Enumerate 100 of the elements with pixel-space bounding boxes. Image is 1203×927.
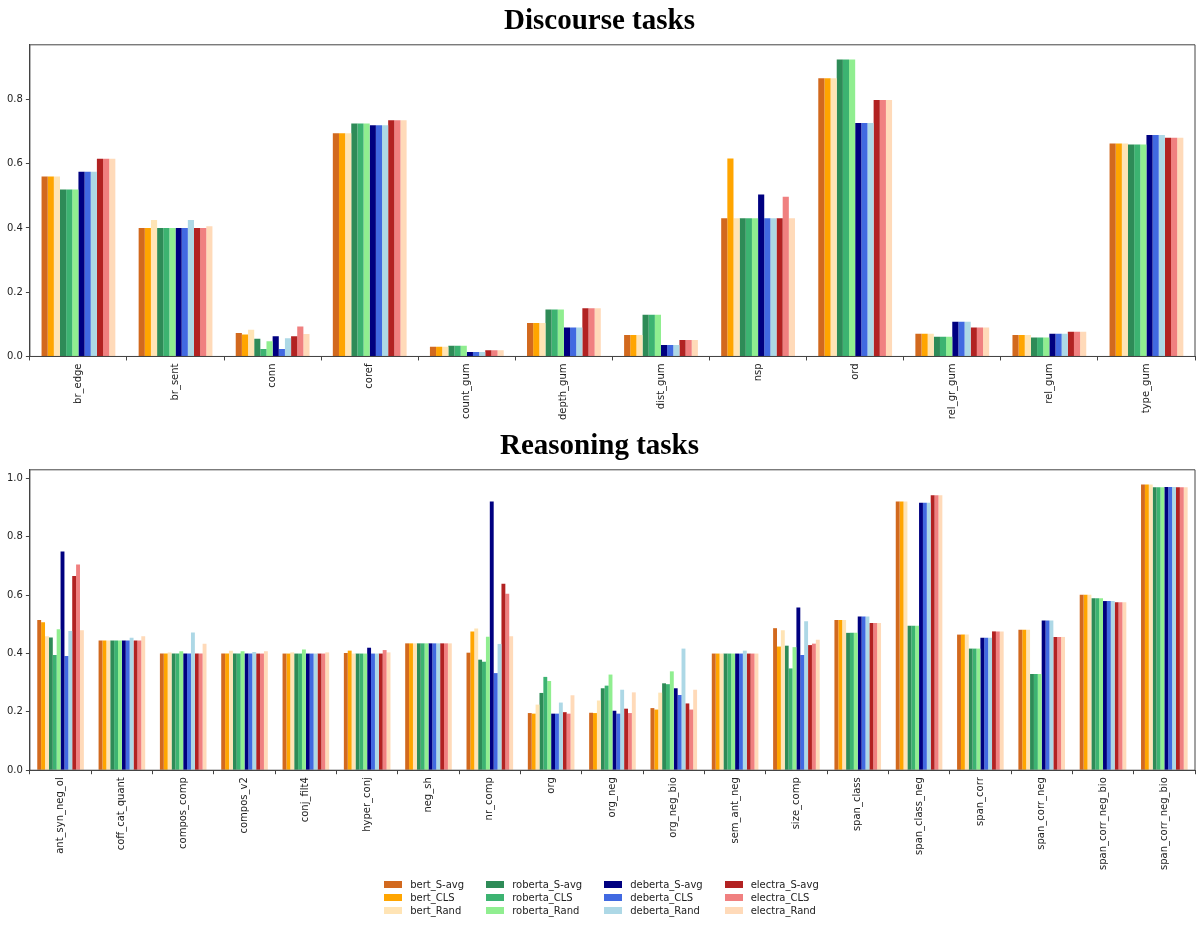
bar — [558, 702, 563, 770]
bar — [102, 640, 107, 770]
bar — [68, 631, 73, 770]
bar — [745, 218, 752, 356]
bar — [236, 653, 241, 770]
bar — [796, 607, 801, 770]
bar — [240, 651, 245, 770]
bar — [66, 189, 73, 356]
bar — [627, 713, 632, 770]
bar — [727, 158, 734, 356]
legend-label: electra_Rand — [750, 905, 816, 916]
bar — [138, 227, 145, 356]
bar — [624, 708, 628, 770]
bar — [118, 640, 122, 770]
bar — [731, 653, 736, 770]
bar — [739, 218, 746, 356]
bar — [56, 629, 61, 770]
bar — [673, 344, 680, 356]
bar — [448, 345, 455, 356]
bar — [995, 631, 1000, 770]
bar — [1183, 487, 1188, 770]
bar — [800, 655, 805, 770]
y-tick-label: 0.8 — [7, 530, 23, 542]
bar — [141, 636, 146, 770]
x-tick-label: dist_gum — [654, 363, 667, 410]
bar — [159, 653, 164, 770]
bar — [818, 78, 825, 356]
bar — [907, 625, 912, 770]
bar — [1095, 598, 1100, 770]
legend-label: deberta_CLS — [630, 892, 694, 903]
bar — [582, 308, 589, 356]
bar — [764, 218, 771, 356]
bar — [808, 645, 812, 770]
x-tick-label: ant_syn_neg_ol — [54, 777, 67, 854]
bar — [547, 680, 552, 770]
bar — [369, 125, 376, 356]
x-tick-label: org_neg — [606, 777, 619, 818]
bar — [125, 640, 130, 770]
bar — [79, 630, 84, 770]
x-tick-label: nr_comp — [483, 777, 496, 821]
bar — [915, 625, 920, 770]
legend-label: deberta_Rand — [630, 905, 700, 916]
bar — [175, 653, 180, 770]
bar — [1079, 594, 1084, 770]
bar — [1057, 636, 1062, 770]
bar — [838, 620, 843, 770]
bar — [1106, 601, 1111, 770]
bar — [926, 502, 931, 770]
bar — [551, 309, 558, 356]
bar — [1012, 334, 1019, 356]
bar — [109, 158, 116, 356]
bar — [84, 171, 91, 356]
y-tick-label: 0.4 — [7, 647, 23, 659]
bar — [545, 309, 552, 356]
bar — [600, 688, 605, 770]
x-tick-label: count_gum — [460, 363, 473, 420]
y-tick-label: 0.2 — [7, 705, 23, 717]
legend-label: electra_CLS — [750, 892, 810, 903]
bar — [157, 227, 164, 356]
bar — [491, 350, 498, 356]
bar — [284, 338, 292, 356]
bar — [47, 176, 54, 356]
bar — [367, 647, 372, 770]
bar — [983, 327, 990, 356]
bar — [345, 133, 352, 356]
bar — [527, 713, 532, 770]
bar — [885, 100, 893, 356]
bar — [679, 340, 686, 356]
bar — [804, 621, 809, 770]
bar — [260, 653, 264, 770]
x-tick-label: org — [544, 777, 556, 794]
bar — [479, 351, 486, 356]
bar — [428, 643, 433, 770]
bar — [41, 622, 46, 770]
bar — [485, 636, 490, 770]
bar — [661, 344, 668, 356]
bar — [375, 125, 383, 356]
bar — [733, 218, 740, 356]
bar — [557, 309, 564, 356]
bar — [873, 622, 878, 770]
bar — [181, 227, 188, 356]
bar — [248, 653, 253, 770]
x-tick-label: type_gum — [1140, 363, 1153, 414]
bar — [179, 651, 184, 770]
bar — [400, 120, 407, 356]
bar — [939, 336, 947, 356]
bar — [332, 133, 339, 356]
bar — [531, 713, 536, 770]
bar — [539, 323, 546, 356]
bar — [114, 640, 118, 770]
x-tick-label: span_corr_neg_bio — [1157, 777, 1170, 871]
bar — [869, 622, 874, 770]
bar — [301, 649, 306, 770]
bar — [879, 100, 886, 356]
bar — [1160, 487, 1165, 770]
bar — [685, 340, 692, 356]
bar — [409, 643, 413, 770]
bar — [432, 643, 437, 770]
bar — [460, 345, 467, 356]
bar — [1140, 144, 1147, 356]
